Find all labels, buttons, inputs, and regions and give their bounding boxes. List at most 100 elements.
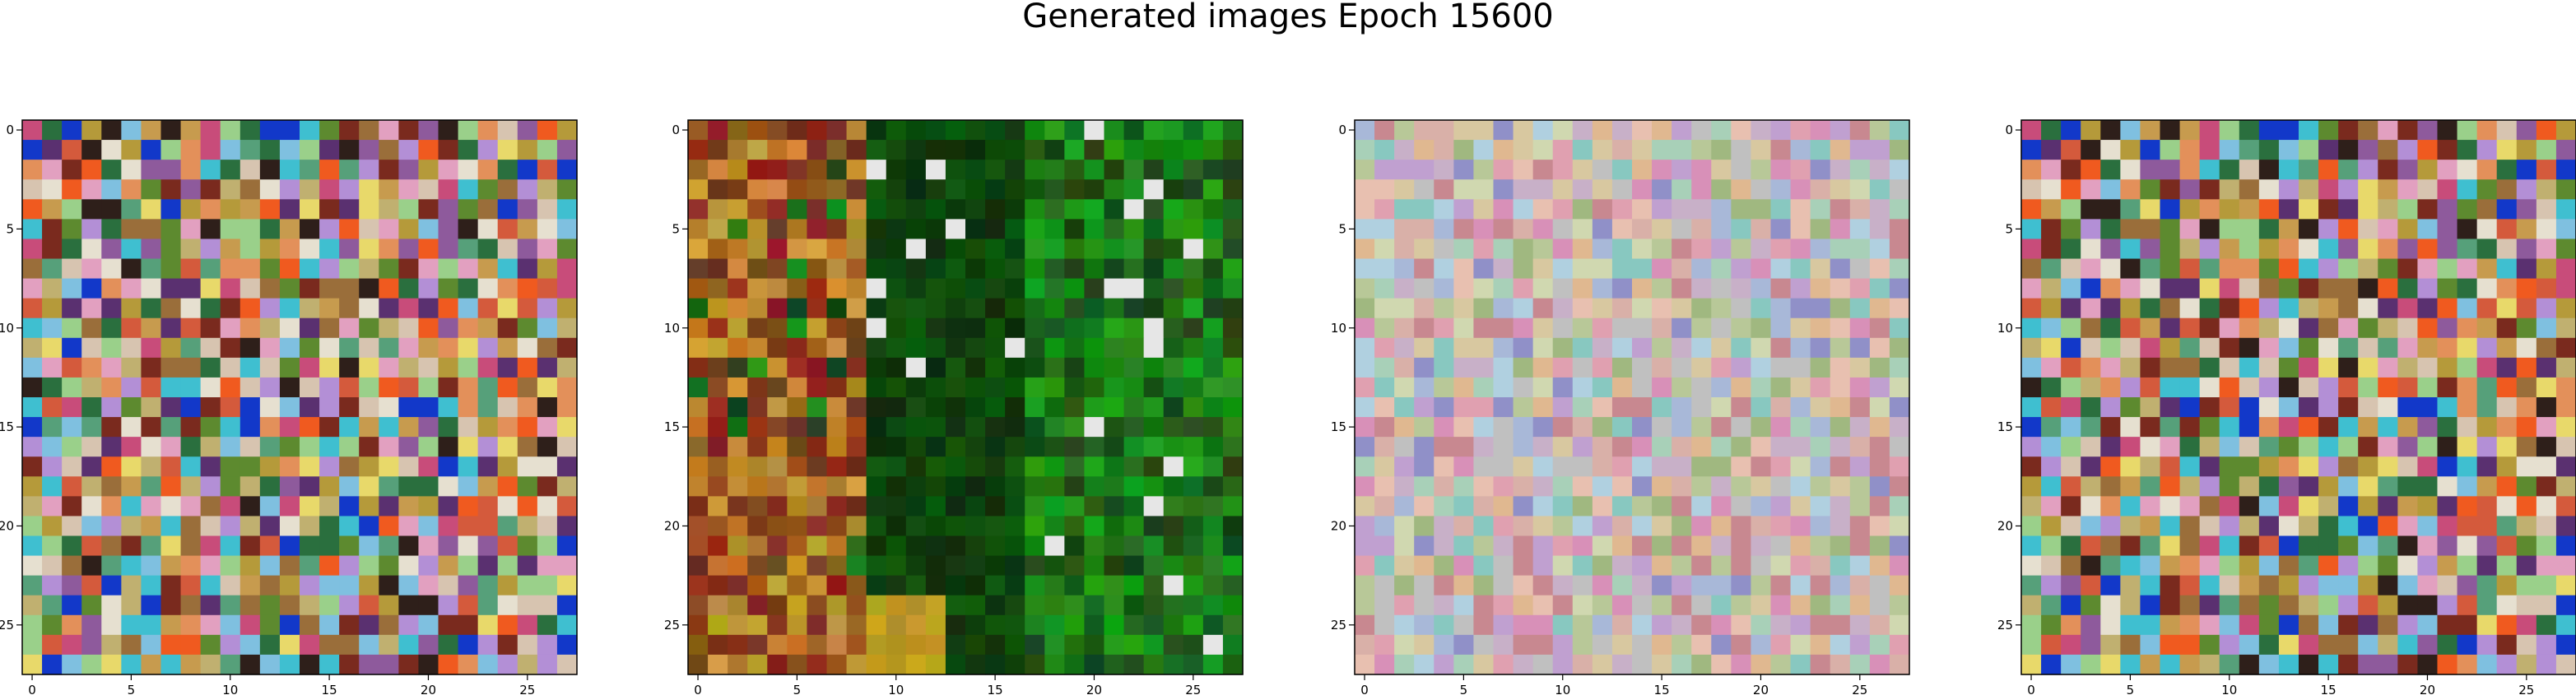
pixel-cell: [1691, 654, 1712, 675]
pixel-cell: [1830, 258, 1851, 280]
pixel-cell: [239, 456, 261, 477]
pixel-cell: [1493, 595, 1514, 616]
pixel-cell: [1005, 496, 1025, 517]
pixel-cell: [101, 337, 122, 359]
pixel-cell: [1731, 634, 1752, 656]
pixel-cell: [826, 634, 848, 656]
pixel-cell: [1751, 634, 1772, 656]
pixel-cell: [1770, 476, 1792, 497]
pixel-cell: [319, 298, 340, 319]
pixel-cell: [1532, 140, 1554, 160]
pixel-cell: [925, 516, 946, 537]
pixel-cell: [1731, 120, 1752, 141]
pixel-cell: [1790, 179, 1811, 200]
pixel-cell: [1104, 634, 1125, 656]
pixel-cell: [1790, 199, 1811, 220]
pixel-cell: [1830, 357, 1851, 378]
y-tick-label: 5: [672, 221, 680, 236]
pixel-cell: [62, 140, 82, 160]
pixel-cell: [2219, 516, 2240, 537]
pixel-cell: [1770, 575, 1792, 596]
pixel-cell: [2199, 377, 2220, 398]
pixel-cell: [905, 535, 927, 557]
pixel-cell: [379, 219, 399, 240]
pixel-cell: [2081, 516, 2101, 537]
pixel-cell: [846, 555, 867, 577]
pixel-cell: [1202, 179, 1224, 200]
pixel-cell: [259, 219, 281, 240]
pixel-cell: [2041, 516, 2062, 537]
pixel-cell: [866, 437, 887, 457]
pixel-cell: [1493, 575, 1514, 596]
pixel-cell: [220, 317, 241, 339]
pixel-cell: [1592, 278, 1613, 299]
pixel-cell: [767, 140, 788, 160]
pixel-cell: [1005, 199, 1025, 220]
pixel-cell: [1770, 595, 1792, 616]
pixel-cell: [886, 614, 907, 636]
pixel-cell: [300, 456, 320, 477]
pixel-cell: [1611, 219, 1633, 240]
pixel-cell: [497, 239, 518, 260]
pixel-cell: [1005, 357, 1025, 378]
pixel-cell: [1652, 317, 1672, 339]
pixel-cell: [787, 317, 808, 339]
pixel-cell: [826, 575, 848, 596]
pixel-cell: [807, 456, 828, 477]
pixel-cell: [1611, 179, 1633, 200]
pixel-cell: [1751, 456, 1772, 477]
pixel-cell: [2437, 634, 2458, 656]
pixel-cell: [965, 535, 986, 557]
pixel-cell: [886, 417, 907, 438]
pixel-cell: [458, 634, 479, 656]
pixel-cell: [866, 417, 887, 438]
pixel-cell: [2299, 417, 2319, 438]
pixel-cell: [708, 555, 728, 577]
pixel-cell: [2358, 437, 2378, 457]
pixel-cell: [1183, 219, 1204, 240]
pixel-cell: [200, 575, 221, 596]
pixel-cell: [2496, 337, 2518, 359]
pixel-cell: [2516, 397, 2537, 418]
pixel-cell: [537, 555, 558, 577]
pixel-cell: [1751, 278, 1772, 299]
pixel-cell: [1632, 160, 1653, 180]
pixel-cell: [556, 357, 578, 378]
pixel-cell: [2100, 317, 2121, 339]
pixel-cell: [1731, 575, 1752, 596]
pixel-cell: [1044, 496, 1065, 517]
pixel-cell: [2555, 397, 2576, 418]
pixel-cell: [945, 456, 966, 477]
pixel-cell: [2021, 634, 2042, 656]
pixel-cell: [1770, 278, 1792, 299]
pixel-cell: [81, 219, 102, 240]
pixel-cell: [1044, 317, 1065, 339]
pixel-cell: [1044, 397, 1065, 418]
pixel-cell: [1163, 555, 1184, 577]
pixel-cell: [398, 377, 420, 398]
pixel-cell: [728, 535, 748, 557]
pixel-cell: [2120, 595, 2141, 616]
pixel-cell: [2100, 575, 2121, 596]
pixel-cell: [339, 614, 360, 636]
pixel-cell: [2140, 535, 2161, 557]
pixel-cell: [180, 417, 202, 438]
pixel-cell: [1123, 516, 1145, 537]
pixel-cell: [1849, 555, 1871, 577]
pixel-cell: [359, 437, 379, 457]
pixel-cell: [1751, 140, 1772, 160]
pixel-cell: [517, 258, 538, 280]
pixel-cell: [458, 595, 479, 616]
pixel-cell: [141, 496, 162, 517]
pixel-cell: [239, 160, 261, 180]
pixel-cell: [1770, 377, 1792, 398]
pixel-cell: [2378, 258, 2398, 280]
pixel-cell: [101, 654, 122, 675]
pixel-cell: [1592, 575, 1613, 596]
pixel-cell: [985, 535, 1006, 557]
pixel-cell: [2160, 476, 2181, 497]
pixel-cell: [1453, 120, 1475, 141]
pixel-cell: [220, 456, 241, 477]
pixel-cell: [200, 476, 221, 497]
pixel-cell: [22, 575, 43, 596]
